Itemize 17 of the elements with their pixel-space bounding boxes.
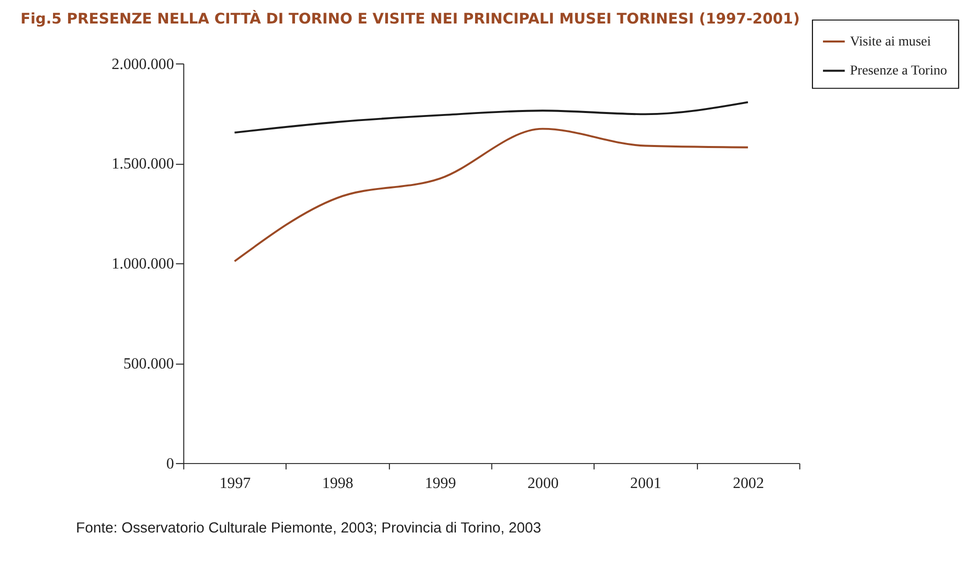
y-tick-label: 1.000.000 — [112, 256, 174, 273]
x-tick-label: 1997 — [219, 474, 251, 492]
x-tick-label: 1998 — [322, 474, 354, 492]
y-tick-label: 500.000 — [123, 356, 174, 373]
x-tick-label: 2000 — [528, 474, 559, 492]
legend-label: Visite ai musei — [850, 33, 932, 48]
line-series — [234, 101, 749, 134]
x-tick-label: 2001 — [630, 474, 662, 492]
y-tick-label: 2.000.000 — [112, 56, 174, 73]
y-tick-label: 1.500.000 — [112, 156, 174, 173]
line-series — [234, 128, 749, 262]
legend-label: Presenze a Torino — [850, 62, 948, 78]
y-tick-label: 0 — [166, 455, 174, 472]
chart-title: Fig.5 PRESENZE NELLA CITTÀ DI TORINO E VISITE NEI PRINCIPALI MUSEI TORINESI (1997-2001) — [20, 9, 800, 28]
x-tick-label: 1999 — [424, 474, 456, 492]
x-tick-label: 2002 — [732, 474, 764, 492]
source-note: Fonte: Osservatorio Culturale Piemonte, 2003; Provincia di Torino, 2003 — [76, 520, 542, 536]
